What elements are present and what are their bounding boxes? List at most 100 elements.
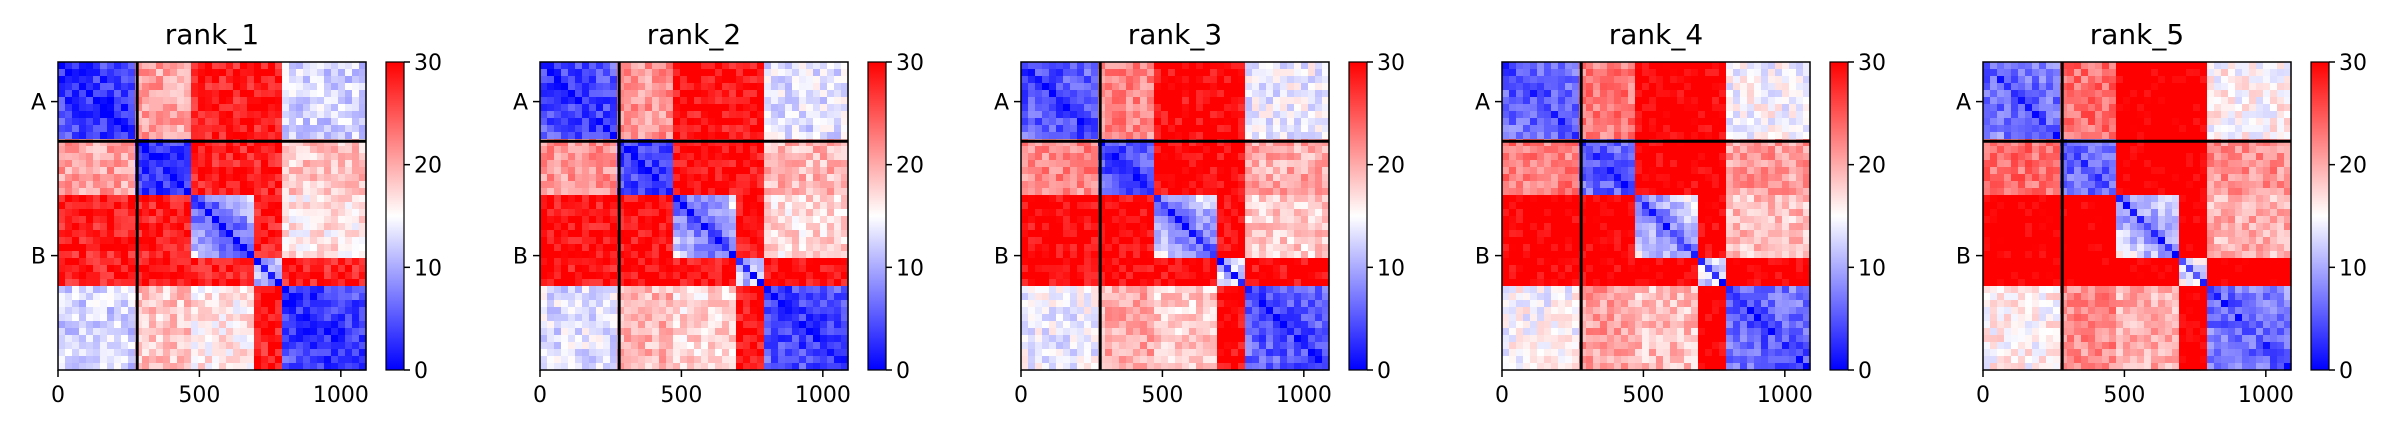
heatmap-cell bbox=[1259, 160, 1267, 168]
heatmap-cell bbox=[834, 216, 842, 224]
heatmap-cell bbox=[617, 321, 625, 329]
heatmap-cell bbox=[310, 111, 318, 119]
heatmap-cell bbox=[1315, 160, 1323, 168]
heatmap-cell bbox=[540, 83, 548, 91]
heatmap-cell bbox=[233, 118, 241, 126]
heatmap-cell bbox=[1126, 174, 1134, 182]
heatmap-cell bbox=[743, 293, 751, 301]
heatmap-cell bbox=[240, 132, 248, 140]
heatmap-cell bbox=[799, 181, 807, 189]
heatmap-cell bbox=[296, 223, 304, 231]
heatmap-cell bbox=[317, 272, 325, 280]
heatmap-cell bbox=[72, 307, 80, 315]
heatmap-cell bbox=[1273, 62, 1281, 70]
heatmap-cell bbox=[666, 188, 674, 196]
heatmap-cell bbox=[729, 265, 737, 273]
heatmap-cell bbox=[128, 83, 136, 91]
heatmap-cell bbox=[86, 342, 94, 350]
heatmap-cell bbox=[659, 181, 667, 189]
heatmap-cell bbox=[750, 132, 758, 140]
heatmap-cell bbox=[568, 69, 576, 77]
heatmap-cell bbox=[1266, 216, 1274, 224]
heatmap-cell bbox=[86, 174, 94, 182]
heatmap-cell bbox=[226, 62, 234, 70]
heatmap-cell bbox=[1161, 125, 1169, 133]
heatmap-cell bbox=[247, 97, 255, 105]
heatmap-cell bbox=[596, 258, 604, 266]
heatmap-cell bbox=[121, 279, 129, 287]
heatmap-cell bbox=[778, 314, 786, 322]
heatmap-cell bbox=[212, 202, 220, 210]
heatmap-cell bbox=[1322, 216, 1330, 224]
heatmap-cell bbox=[1231, 90, 1239, 98]
heatmap-cell bbox=[240, 321, 248, 329]
heatmap-cell bbox=[149, 118, 157, 126]
heatmap-cell bbox=[617, 328, 625, 336]
heatmap-cell bbox=[638, 335, 646, 343]
heatmap-cell bbox=[806, 307, 814, 315]
heatmap-cell bbox=[135, 328, 143, 336]
heatmap-cell bbox=[827, 111, 835, 119]
heatmap-cell bbox=[163, 363, 171, 371]
heatmap-cell bbox=[282, 104, 290, 112]
heatmap-cell bbox=[757, 195, 765, 203]
heatmap-cell bbox=[114, 181, 122, 189]
heatmap-cell bbox=[359, 300, 367, 308]
heatmap-cell bbox=[205, 83, 213, 91]
heatmap-cell bbox=[1049, 223, 1057, 231]
heatmap-cell bbox=[1252, 83, 1260, 91]
heatmap-cell bbox=[359, 230, 367, 238]
heatmap-cell bbox=[114, 167, 122, 175]
heatmap-cell bbox=[72, 111, 80, 119]
heatmap-cell bbox=[1084, 160, 1092, 168]
heatmap-cell bbox=[254, 314, 262, 322]
heatmap-cell bbox=[268, 195, 276, 203]
heatmap-cell bbox=[100, 363, 108, 371]
heatmap-cell bbox=[771, 279, 779, 287]
heatmap-cell bbox=[680, 209, 688, 217]
heatmap-cell bbox=[708, 118, 716, 126]
heatmap-cell bbox=[673, 160, 681, 168]
heatmap-cell bbox=[750, 321, 758, 329]
heatmap-cell bbox=[764, 111, 772, 119]
heatmap-cell bbox=[268, 111, 276, 119]
heatmap-cell bbox=[1210, 118, 1218, 126]
heatmap-cell bbox=[86, 188, 94, 196]
heatmap-cell bbox=[156, 293, 164, 301]
heatmap-cell bbox=[205, 251, 213, 259]
heatmap-cell bbox=[1119, 202, 1127, 210]
heatmap-cell bbox=[729, 279, 737, 287]
heatmap-cell bbox=[1028, 139, 1036, 147]
heatmap-cell bbox=[1231, 216, 1239, 224]
heatmap-cell bbox=[1098, 111, 1106, 119]
heatmap-cell bbox=[1315, 188, 1323, 196]
heatmap-cell bbox=[1154, 139, 1162, 147]
heatmap-cell bbox=[1154, 167, 1162, 175]
heatmap-cell bbox=[261, 188, 269, 196]
heatmap-cell bbox=[303, 118, 311, 126]
heatmap-cell bbox=[813, 132, 821, 140]
heatmap-cell bbox=[1147, 146, 1155, 154]
heatmap-cell bbox=[275, 328, 283, 336]
heatmap-cell bbox=[205, 314, 213, 322]
heatmap-cell bbox=[736, 146, 744, 154]
heatmap-cell bbox=[156, 216, 164, 224]
heatmap-cell bbox=[547, 188, 555, 196]
heatmap-cell bbox=[177, 321, 185, 329]
heatmap-cell bbox=[233, 209, 241, 217]
heatmap-cell bbox=[345, 223, 353, 231]
heatmap-cell bbox=[624, 167, 632, 175]
heatmap-cell bbox=[338, 62, 346, 70]
heatmap-cell bbox=[163, 237, 171, 245]
heatmap-cell bbox=[79, 265, 87, 273]
heatmap-cell bbox=[65, 188, 73, 196]
heatmap-cell bbox=[1147, 216, 1155, 224]
heatmap-cell bbox=[121, 328, 129, 336]
heatmap-cell bbox=[1238, 132, 1246, 140]
heatmap-cell bbox=[785, 244, 793, 252]
heatmap-cell bbox=[1119, 62, 1127, 70]
heatmap-cell bbox=[1210, 167, 1218, 175]
heatmap-cell bbox=[121, 265, 129, 273]
heatmap-cell bbox=[736, 83, 744, 91]
heatmap-cell bbox=[268, 132, 276, 140]
